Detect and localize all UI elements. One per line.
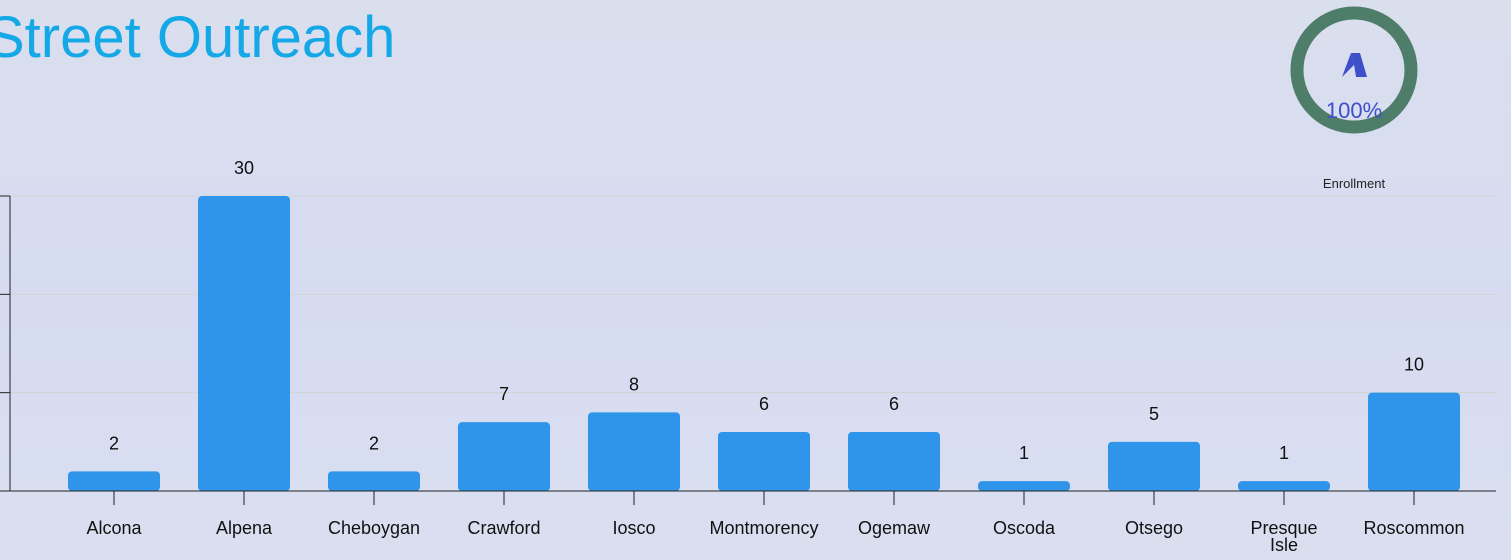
gauge-ring [1290,6,1418,134]
x-tick-label: Otsego [1125,518,1183,538]
bar-presque-isle[interactable] [1238,481,1330,491]
x-tick-label: Alpena [216,518,273,538]
data-label: 1 [1019,443,1029,463]
bar-roscommon[interactable] [1368,392,1460,491]
page-title: Street Outreach [0,5,396,70]
bar-alcona[interactable] [68,471,160,491]
bar-ogemaw[interactable] [848,432,940,491]
bar-crawford[interactable] [458,422,550,491]
x-tick-label: Oscoda [993,518,1056,538]
tent-icon [1342,53,1367,77]
gauge-label: Enrollment [1322,176,1386,191]
x-tick-label: Alcona [86,518,142,538]
data-label: 2 [109,433,119,453]
data-label: 6 [889,394,899,414]
x-tick-label: Montmorency [709,518,818,538]
bar-alpena[interactable] [198,196,290,491]
data-label: 8 [629,374,639,394]
data-label: 6 [759,394,769,414]
data-label: 10 [1404,355,1424,375]
x-tick-label: Roscommon [1363,518,1464,538]
data-label: 5 [1149,404,1159,424]
axes [0,195,1496,505]
x-tick-label: Crawford [467,518,540,538]
bar-otsego[interactable] [1108,441,1200,491]
x-tick-label: Presque Isle [1250,518,1317,555]
bars [68,196,1460,491]
data-label: 30 [234,158,254,178]
bar-iosco[interactable] [588,412,680,491]
gauge-value: 100% [1325,98,1383,123]
data-label: 1 [1279,443,1289,463]
x-tick-label: Cheboygan [328,518,420,538]
x-tick-label: Ogemaw [858,518,931,538]
enrollment-gauge: 100% Enrollment [1290,6,1418,206]
bar-oscoda[interactable] [978,481,1070,491]
data-labels: 2 30 2 7 8 6 6 1 5 1 10 [109,158,1424,463]
x-tick-labels: Alcona Alpena Cheboygan Crawford Iosco Montmo… [86,518,1464,555]
data-label: 2 [369,433,379,453]
bar-cheboygan[interactable] [328,471,420,491]
bar-montmorency[interactable] [718,432,810,491]
data-label: 7 [499,384,509,404]
x-tick-label: Iosco [612,518,655,538]
